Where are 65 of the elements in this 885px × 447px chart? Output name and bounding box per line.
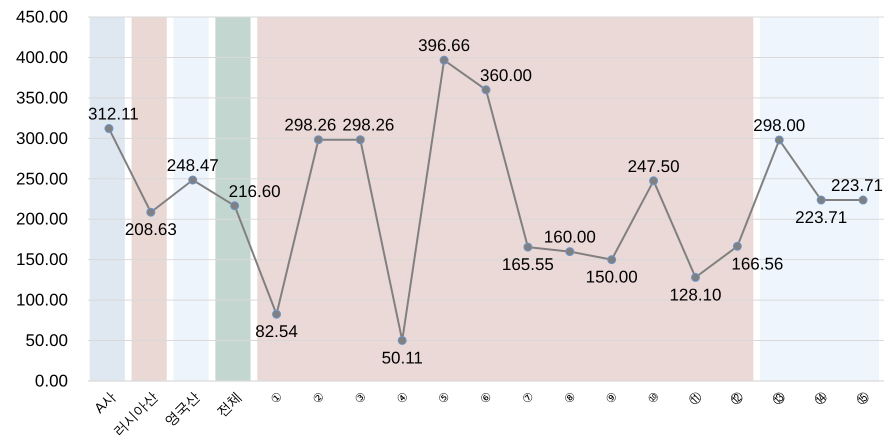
x-tick-label: ③ bbox=[352, 389, 370, 407]
point bbox=[774, 135, 784, 144]
point bbox=[230, 201, 240, 210]
x-tick-label: ⑩ bbox=[644, 389, 663, 407]
point bbox=[440, 56, 449, 65]
y-tick-label: 350.00 bbox=[16, 88, 68, 108]
x-tick-label: ⑥ bbox=[477, 389, 495, 407]
data-label: 223.71 bbox=[831, 176, 883, 196]
point bbox=[188, 176, 198, 185]
y-tick-label: 50.00 bbox=[25, 331, 68, 350]
y-tick-label: 450.00 bbox=[16, 8, 68, 26]
point bbox=[482, 85, 490, 94]
data-label: 248.47 bbox=[166, 156, 219, 176]
x-tick-label: ⑬ bbox=[770, 389, 788, 408]
data-label: 128.10 bbox=[669, 285, 722, 304]
data-label: 312.11 bbox=[88, 104, 139, 124]
point bbox=[732, 242, 742, 251]
x-tick-label: ⑮ bbox=[854, 389, 872, 408]
x-tick-label: ⑪ bbox=[686, 389, 704, 408]
data-label: 160.00 bbox=[544, 228, 596, 247]
data-label: 298.26 bbox=[342, 116, 394, 135]
point bbox=[314, 135, 323, 144]
y-tick-label: 0.00 bbox=[34, 372, 68, 390]
x-tick-label: ④ bbox=[393, 389, 412, 407]
data-label: 396.66 bbox=[418, 36, 470, 56]
point bbox=[523, 242, 532, 252]
point bbox=[146, 208, 156, 217]
point bbox=[356, 135, 365, 144]
x-tick-label: A사 bbox=[90, 388, 119, 416]
x-tick-label: ⑧ bbox=[561, 389, 579, 407]
point bbox=[607, 255, 616, 264]
data-label: 298.26 bbox=[284, 116, 336, 135]
y-tick-label: 250.00 bbox=[16, 169, 68, 188]
data-label: 298.00 bbox=[753, 116, 806, 135]
x-tick-label: ① bbox=[268, 389, 286, 407]
point bbox=[398, 336, 407, 345]
point bbox=[565, 247, 574, 256]
data-label: 50.11 bbox=[382, 348, 423, 368]
y-tick-label: 150.00 bbox=[16, 250, 68, 270]
data-label: 247.50 bbox=[628, 156, 680, 176]
x-tick-label: ⑤ bbox=[435, 389, 454, 407]
data-label: 150.00 bbox=[586, 268, 638, 287]
x-tick-label: ② bbox=[310, 389, 328, 407]
data-label: 223.71 bbox=[795, 208, 848, 228]
point bbox=[104, 124, 114, 134]
y-tick-label: 300.00 bbox=[16, 128, 68, 148]
y-tick-label: 200.00 bbox=[16, 210, 68, 229]
point bbox=[272, 310, 282, 319]
x-tick-label: 전체 bbox=[213, 388, 244, 420]
data-label: 166.56 bbox=[731, 254, 784, 274]
data-label: 216.60 bbox=[228, 182, 281, 201]
y-tick-label: 400.00 bbox=[16, 48, 68, 67]
data-label: 165.55 bbox=[502, 255, 554, 274]
x-tick-label: ⑨ bbox=[602, 389, 621, 407]
x-tick-label: ⑭ bbox=[812, 389, 830, 408]
point bbox=[858, 196, 868, 205]
data-label: 208.63 bbox=[124, 220, 177, 240]
data-label: 360.00 bbox=[480, 66, 532, 85]
x-tick-label: ⑦ bbox=[519, 389, 537, 407]
point bbox=[690, 272, 700, 282]
y-tick-label: 100.00 bbox=[16, 290, 68, 310]
data-label: 82.54 bbox=[255, 322, 298, 342]
x-tick-label: ⑫ bbox=[728, 389, 746, 408]
point bbox=[816, 196, 826, 205]
point bbox=[649, 176, 658, 186]
